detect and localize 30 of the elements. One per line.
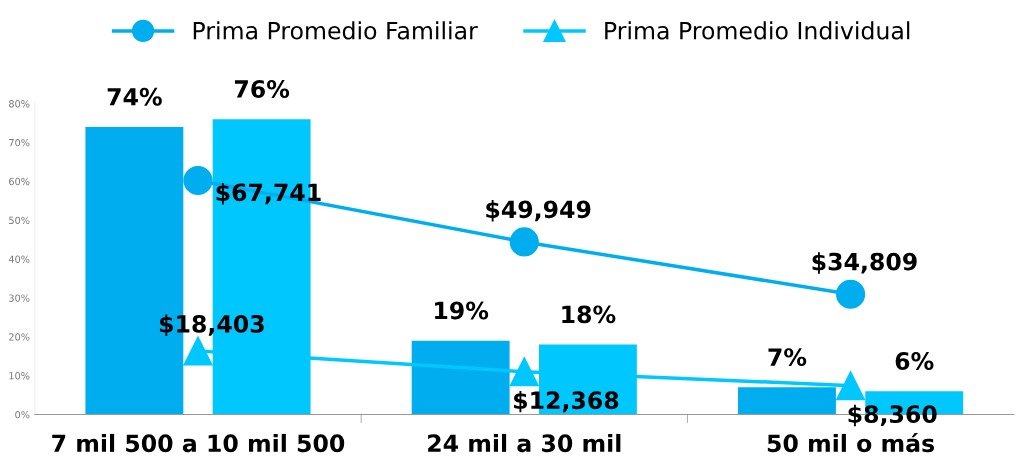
bar — [738, 387, 836, 415]
x-tick-label: 24 mil a 30 mil — [428, 433, 621, 453]
point — [835, 279, 866, 309]
point — [509, 227, 539, 257]
data-label: 18% — [562, 305, 616, 324]
y-tick-label: 70% — [9, 138, 30, 147]
data-label: $34,809 — [812, 252, 917, 274]
y-tick-label: 0% — [15, 410, 30, 419]
data-label: $49,949 — [486, 199, 591, 222]
y-tick-label: 60% — [9, 177, 30, 186]
data-label: 6% — [895, 352, 934, 370]
data-label: 76% — [234, 80, 290, 98]
y-tick-label: 10% — [9, 372, 30, 380]
point — [509, 357, 539, 387]
point — [183, 165, 213, 196]
x-tick-label: 7 mil 500 a 10 mil 500 — [52, 433, 345, 453]
point — [183, 336, 213, 366]
data-label: 7% — [768, 348, 807, 367]
point — [835, 371, 866, 401]
legend-label: Prima Promedio Individual — [605, 21, 910, 40]
y-tick-label: 50% — [9, 216, 30, 225]
y-tick-label: 80% — [9, 100, 30, 108]
bar — [411, 340, 510, 415]
y-tick-label: 20% — [9, 333, 30, 341]
y-tick-label: 30% — [9, 294, 30, 302]
data-label: 74% — [107, 87, 162, 106]
x-tick-label: 50 mil o más — [767, 432, 935, 453]
legend-label: Prima Promedio Familiar — [193, 21, 478, 40]
y-tick-label: 40% — [8, 255, 30, 263]
data-label: 19% — [435, 301, 489, 320]
